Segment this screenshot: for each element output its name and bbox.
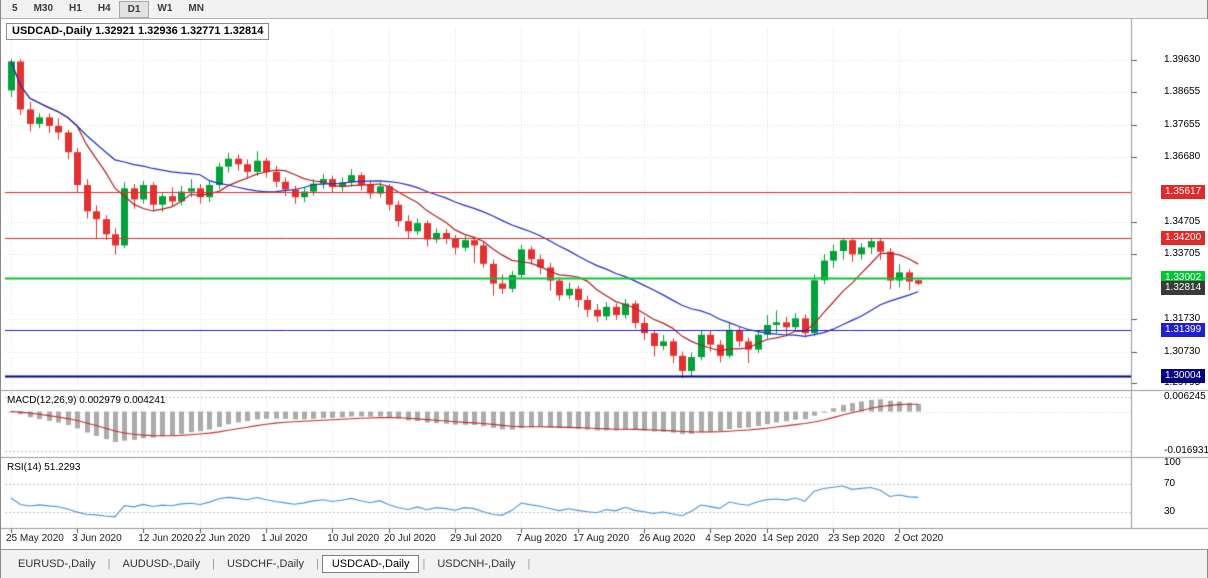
rsi-scale-label: 100 [1164,457,1181,468]
price-badge-134200: 1.34200 [1161,231,1206,246]
time-axis-label: 22 Jun 2020 [195,533,251,544]
time-axis-label: 3 Jun 2020 [72,533,122,544]
macd-scale-label: -0.016931 [1164,445,1208,456]
price-chart-canvas[interactable] [1,19,1208,549]
time-axis-label: 2 Oct 2020 [894,533,944,544]
time-axis-label: 7 Aug 2020 [516,533,567,544]
tab-separator: | [527,558,531,570]
price-tick-label: 1.38655 [1164,85,1201,97]
time-axis-label: 25 May 2020 [6,533,64,544]
price-tick-label: 1.31730 [1164,313,1201,325]
time-scale[interactable]: 25 May 2020 3 Jun 2020 12 Jun 2020 22 Jun 2… [1,530,1131,549]
price-scale[interactable]: 1.39630 1.38655 1.37655 1.36680 1.34705 1.337… [1132,19,1208,531]
time-axis-label: 4 Sep 2020 [705,533,757,544]
timeframe-button-mn[interactable]: MN [188,2,204,14]
price-badge-130004: 1.30004 [1161,369,1206,384]
time-axis-label: 12 Jun 2020 [138,533,194,544]
timeframe-button-h1[interactable]: H1 [69,2,82,14]
chart-title: USDCAD-,Daily 1.32921 1.32936 1.32771 1.… [6,23,270,40]
time-axis-label: 29 Jul 2020 [450,533,502,544]
chart-tab-audusd[interactable]: AUDUSD-,Daily [122,558,201,570]
price-tick-label: 1.30730 [1164,346,1201,358]
timeframe-button-d1[interactable]: D1 [118,0,150,18]
price-badge-132814: 1.32814 [1161,280,1206,295]
time-axis-label: 14 Sep 2020 [762,533,819,544]
price-badge-131399: 1.31399 [1161,323,1206,338]
chart-tab-usdchf[interactable]: USDCHF-,Daily [226,558,304,570]
price-badge-135617: 1.35617 [1161,184,1206,199]
macd-indicator-label: MACD(12,26,9) 0.002979 0.004241 [7,395,166,406]
rsi-scale-label: 70 [1164,478,1176,489]
tab-separator: | [315,558,319,570]
time-axis-label: 23 Sep 2020 [828,533,885,544]
price-tick-label: 1.34705 [1164,215,1201,227]
chart-symbol-period: USDCAD-,Daily [12,25,93,37]
price-tick-label: 1.39630 [1164,53,1201,65]
timeframe-button-w1[interactable]: W1 [157,2,173,14]
chart-tab-eurusd[interactable]: EURUSD-,Daily [18,558,96,570]
time-axis-label: 20 Jul 2020 [384,533,436,544]
price-tick-label: 1.33705 [1164,248,1201,260]
chart-ohlc-values: 1.32921 1.32936 1.32771 1.32814 [95,25,264,37]
rsi-indicator-label: RSI(14) 51.2293 [7,462,81,473]
time-axis-label: 1 Jul 2020 [261,533,308,544]
tab-separator: | [422,558,426,570]
time-axis-label: 26 Aug 2020 [639,533,696,544]
chart-window: USDCAD-,Daily 1.32921 1.32936 1.32771 1.… [1,19,1208,549]
timeframe-toolbar: 5 M30 H1 H4 D1 W1 MN [1,0,1207,19]
price-tick-label: 1.37655 [1164,118,1201,130]
time-axis-label: 10 Jul 2020 [327,533,380,544]
rsi-scale-label: 30 [1164,506,1176,517]
timeframe-button-m30[interactable]: M30 [33,2,54,14]
chart-tab-usdcnh[interactable]: USDCNH-,Daily [437,558,516,570]
tab-separator: | [212,558,215,570]
time-axis-label: 17 Aug 2020 [573,533,630,544]
price-tick-label: 1.36680 [1164,150,1201,162]
chart-tab-bar: EURUSD-,Daily | AUDUSD-,Daily | USDCHF-,Dail… [1,549,1207,578]
chart-tab-usdcad[interactable]: USDCAD-,Daily [321,555,420,573]
timeframe-button-5[interactable]: 5 [12,2,18,14]
timeframe-button-h4[interactable]: H4 [97,2,111,14]
macd-scale-label: 0.006245 [1164,391,1206,402]
tab-separator: | [107,558,111,570]
